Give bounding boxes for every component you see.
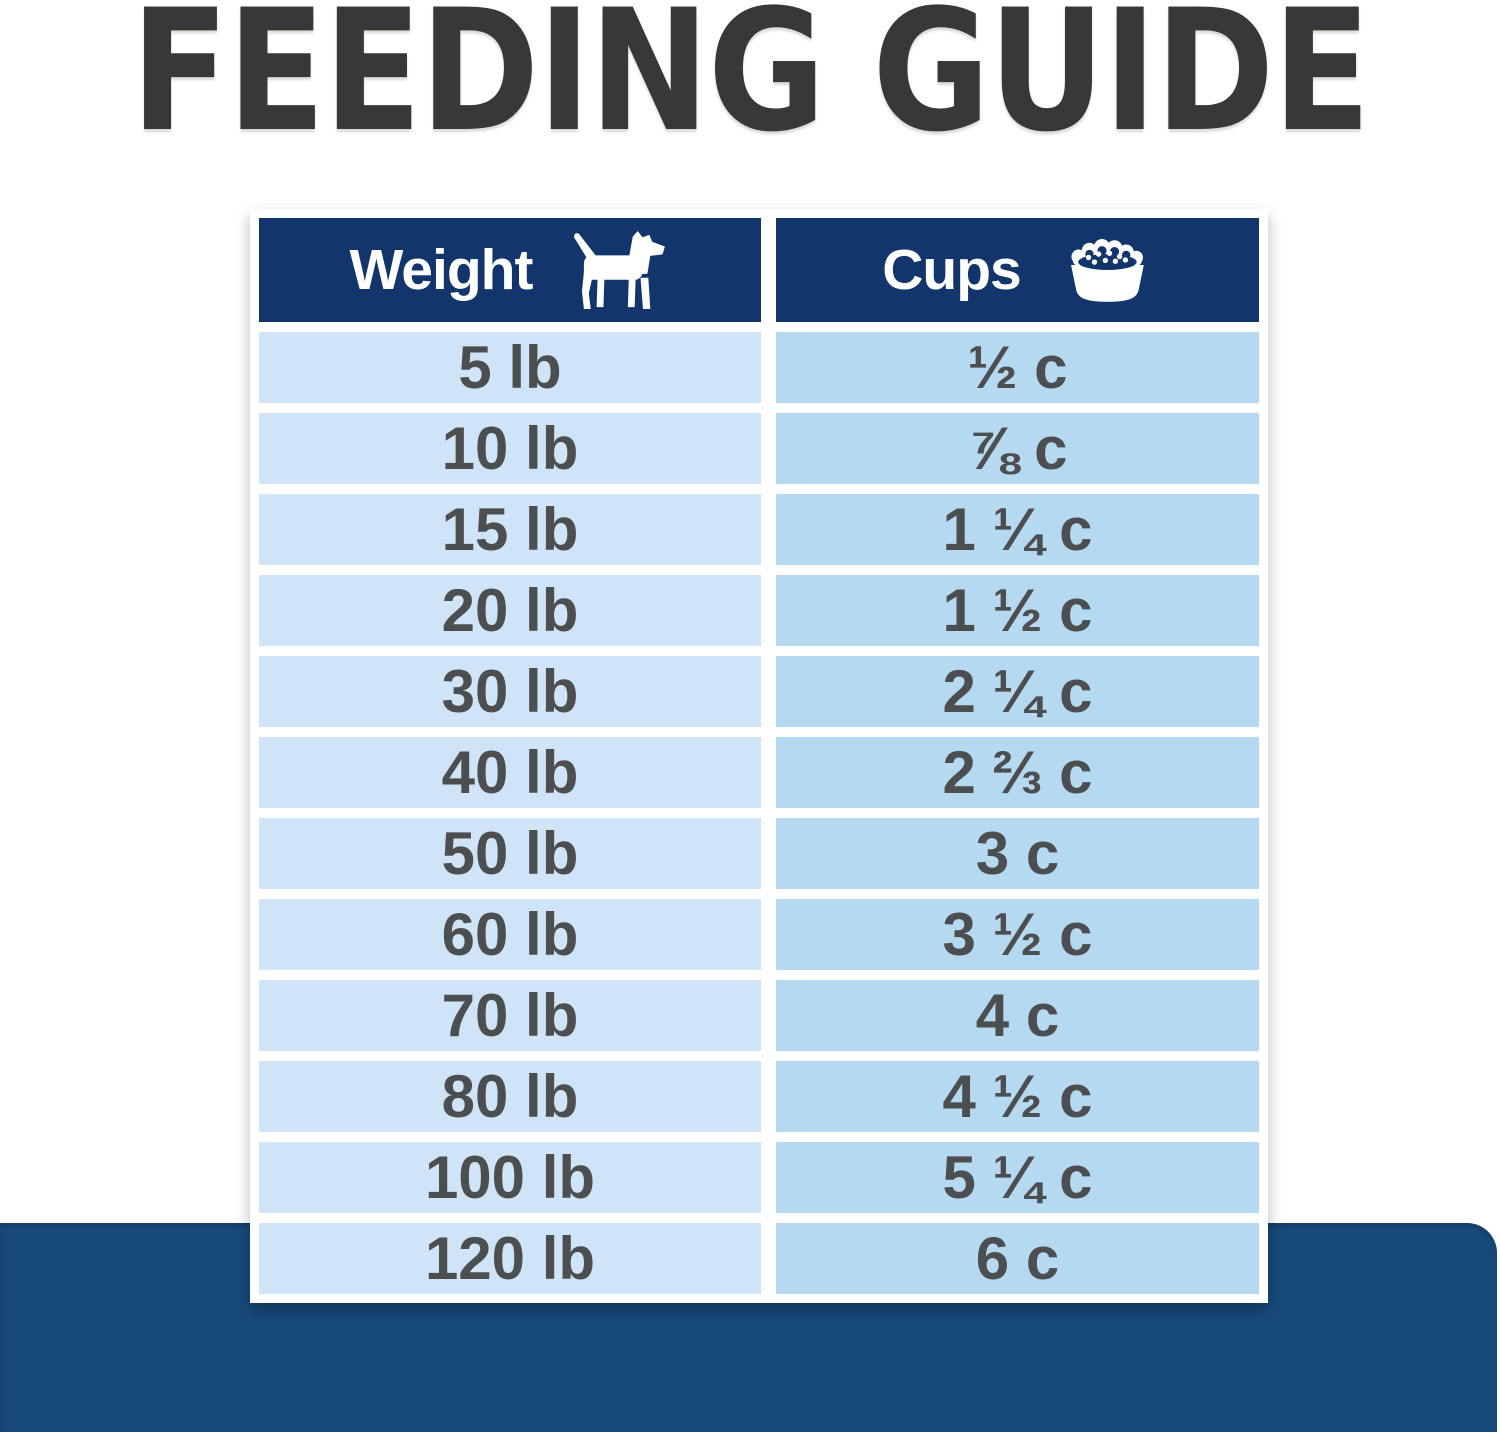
cups-cell: 1 ½ c [776, 575, 1259, 646]
table-row: 5 lb ½ c [259, 332, 1259, 403]
weight-cell: 5 lb [259, 332, 761, 403]
weight-cell: 50 lb [259, 818, 761, 889]
table-row: 40 lb 2 ⅔ c [259, 737, 1259, 808]
table-row: 20 lb 1 ½ c [259, 575, 1259, 646]
dog-icon [574, 230, 666, 310]
cups-cell: ½ c [776, 332, 1259, 403]
table-body: 5 lb ½ c 10 lb ⅞ c 15 lb 1 ¼ c 20 lb 1 ½… [259, 332, 1259, 1294]
weight-cell: 60 lb [259, 899, 761, 970]
table-row: 70 lb 4 c [259, 980, 1259, 1051]
table-row: 50 lb 3 c [259, 818, 1259, 889]
cups-cell: ⅞ c [776, 413, 1259, 484]
table-row: 30 lb 2 ¼ c [259, 656, 1259, 727]
weight-cell: 120 lb [259, 1223, 761, 1294]
weight-column-label: Weight [349, 238, 534, 302]
cups-cell: 6 c [776, 1223, 1259, 1294]
cups-column-label: Cups [882, 238, 1021, 302]
cups-cell: 4 ½ c [776, 1061, 1259, 1132]
table-row: 60 lb 3 ½ c [259, 899, 1259, 970]
weight-cell: 70 lb [259, 980, 761, 1051]
cups-cell: 2 ⅔ c [776, 737, 1259, 808]
cups-cell: 3 ½ c [776, 899, 1259, 970]
weight-cell: 20 lb [259, 575, 761, 646]
weight-cell: 15 lb [259, 494, 761, 565]
cups-cell: 5 ¼ c [776, 1142, 1259, 1213]
weight-cell: 100 lb [259, 1142, 761, 1213]
table-header-row: Weight Cups [259, 218, 1259, 322]
table-row: 15 lb 1 ¼ c [259, 494, 1259, 565]
cups-column-header: Cups [776, 218, 1259, 322]
table-row: 120 lb 6 c [259, 1223, 1259, 1294]
weight-cell: 80 lb [259, 1061, 761, 1132]
weight-cell: 10 lb [259, 413, 761, 484]
page-title: FEEDING GUIDE [130, 0, 1371, 169]
weight-column-header: Weight [259, 218, 761, 322]
table-row: 10 lb ⅞ c [259, 413, 1259, 484]
cups-cell: 4 c [776, 980, 1259, 1051]
weight-cell: 30 lb [259, 656, 761, 727]
feeding-table: Weight Cups [250, 209, 1268, 1303]
cups-cell: 2 ¼ c [776, 656, 1259, 727]
table-row: 100 lb 5 ¼ c [259, 1142, 1259, 1213]
table-row: 80 lb 4 ½ c [259, 1061, 1259, 1132]
cups-cell: 1 ¼ c [776, 494, 1259, 565]
weight-cell: 40 lb [259, 737, 761, 808]
cups-cell: 3 c [776, 818, 1259, 889]
food-bowl-icon [1070, 239, 1144, 302]
